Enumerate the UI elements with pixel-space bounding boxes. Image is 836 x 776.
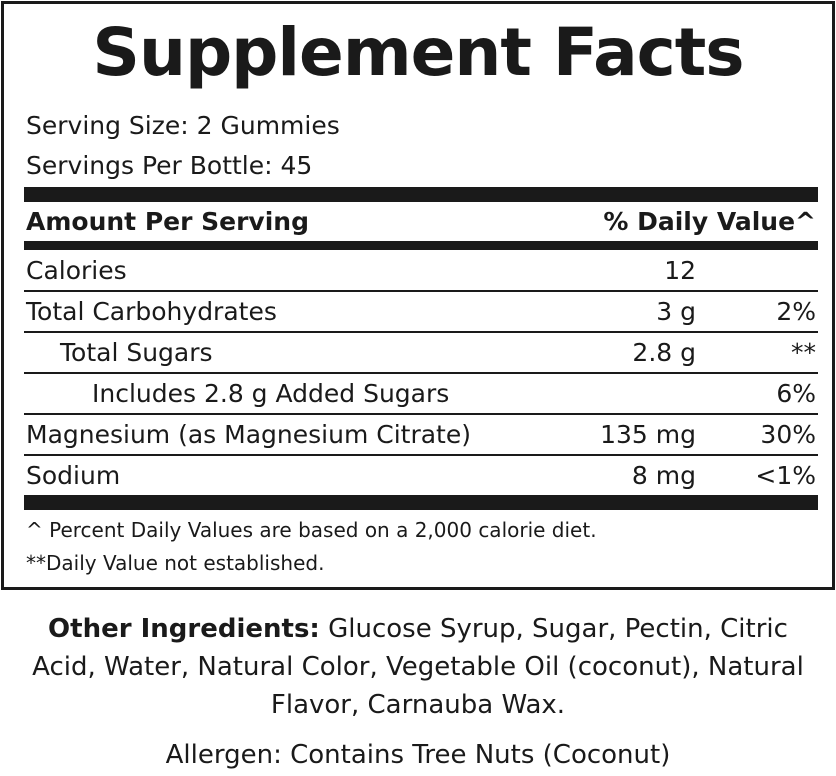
nutrient-name: Total Carbohydrates xyxy=(26,297,277,326)
table-row: Magnesium (as Magnesium Citrate) 135 mg … xyxy=(24,415,818,456)
table-row: Calories 12 xyxy=(24,251,818,292)
nutrient-dv: ** xyxy=(791,338,816,367)
table-row: Includes 2.8 g Added Sugars 6% xyxy=(24,374,818,415)
allergen-statement: Allergen: Contains Tree Nuts (Coconut) xyxy=(165,740,671,770)
supplement-facts-panel xyxy=(1,1,835,590)
thick-divider xyxy=(24,187,818,202)
nutrient-amount: 8 mg xyxy=(631,461,696,490)
nutrient-amount: 2.8 g xyxy=(632,338,696,367)
table-row: Total Carbohydrates 3 g 2% xyxy=(24,292,818,333)
footnote-not-established: **Daily Value not established. xyxy=(26,551,325,575)
nutrient-amount: 135 mg xyxy=(600,420,696,449)
footnote-dv: ^ Percent Daily Values are based on a 2,… xyxy=(26,518,597,542)
nutrient-name: Includes 2.8 g Added Sugars xyxy=(92,379,450,408)
other-ingredients: Other Ingredients: Glucose Syrup, Sugar,… xyxy=(30,610,806,724)
nutrient-name: Sodium xyxy=(26,461,121,490)
table-header: Amount Per Serving % Daily Value^ xyxy=(26,204,816,240)
nutrient-name: Calories xyxy=(26,256,127,285)
thick-divider xyxy=(24,495,818,510)
panel-title: Supplement Facts xyxy=(92,14,744,91)
nutrient-amount: 3 g xyxy=(656,297,696,326)
nutrient-dv: 2% xyxy=(776,297,816,326)
other-ingredients-label: Other Ingredients: xyxy=(48,614,320,644)
table-row: Total Sugars 2.8 g ** xyxy=(24,333,818,374)
table-row: Sodium 8 mg <1% xyxy=(24,456,818,495)
nutrient-amount: 12 xyxy=(664,256,696,285)
serving-size: Serving Size: 2 Gummies xyxy=(26,111,340,140)
nutrient-dv: 30% xyxy=(760,420,816,449)
nutrient-name: Magnesium (as Magnesium Citrate) xyxy=(26,420,471,449)
amount-header: Amount Per Serving xyxy=(26,207,309,236)
nutrient-dv: <1% xyxy=(755,461,816,490)
medium-divider xyxy=(24,241,818,250)
nutrient-name: Total Sugars xyxy=(60,338,213,367)
nutrient-dv: 6% xyxy=(776,379,816,408)
other-ingredients-text: Glucose Syrup, Sugar, Pectin, Citric Aci… xyxy=(32,614,804,720)
servings-per-container: Servings Per Bottle: 45 xyxy=(26,151,313,180)
dv-header: % Daily Value^ xyxy=(603,207,816,236)
